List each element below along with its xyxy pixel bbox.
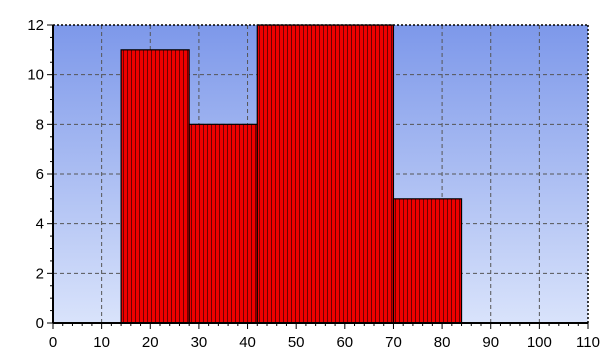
x-tick-label: 20	[142, 334, 159, 351]
x-tick-label: 30	[191, 334, 208, 351]
y-tick-label: 0	[36, 315, 44, 332]
x-tick-label: 50	[288, 334, 305, 351]
y-tick-label: 6	[36, 166, 44, 183]
x-tick-label: 90	[482, 334, 499, 351]
histogram-bar	[120, 49, 190, 324]
y-tick-label: 4	[36, 216, 44, 233]
x-tick-labels: 0 10 20 30 40 50 60 70 80 90 100 110	[49, 334, 600, 351]
x-tick-label: 10	[93, 334, 110, 351]
y-tick-label: 8	[36, 116, 44, 133]
x-tick-label: 40	[239, 334, 256, 351]
y-tick-labels: 0 2 4 6 8 10 12	[27, 17, 44, 332]
y-tick-label: 2	[36, 265, 44, 282]
axes	[47, 24, 589, 329]
histogram-bar	[188, 123, 258, 324]
x-tick-label: 60	[336, 334, 353, 351]
histogram-bar	[256, 24, 395, 324]
x-tick-label: 0	[49, 334, 57, 351]
y-tick-label: 12	[27, 17, 44, 34]
x-tick-label: 80	[434, 334, 451, 351]
x-tick-label: 70	[385, 334, 402, 351]
y-tick-label: 10	[27, 67, 44, 84]
bars	[120, 24, 463, 324]
x-tick-label: 100	[527, 334, 552, 351]
x-tick-label: 110	[576, 334, 600, 351]
histogram-bar	[392, 198, 463, 324]
